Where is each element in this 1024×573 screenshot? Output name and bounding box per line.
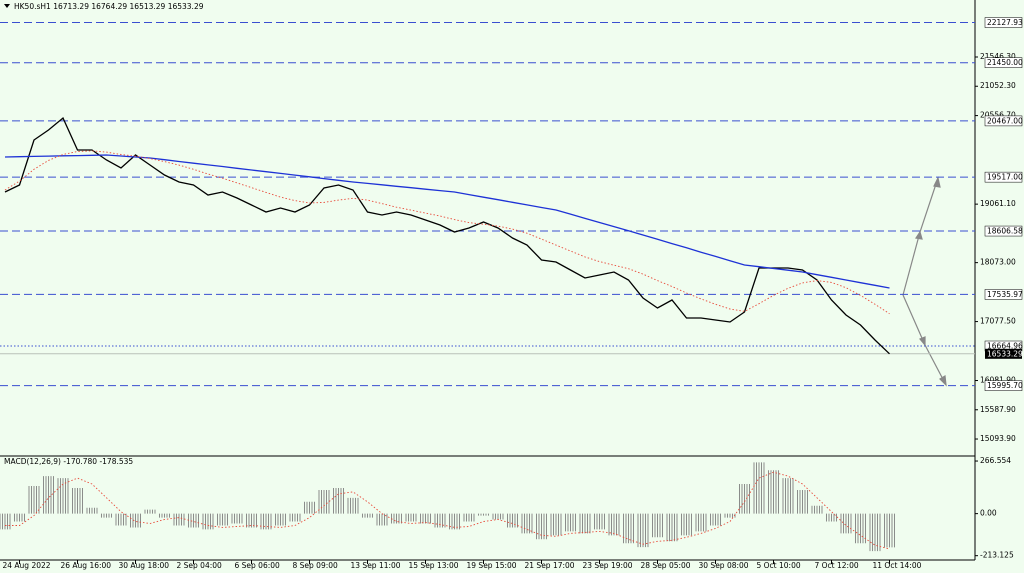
level-label-box <box>984 57 1023 68</box>
x-tick-label: 2 Sep 04:00 <box>177 561 223 570</box>
level-label-box <box>984 171 1023 183</box>
menu-triangle <box>4 4 10 8</box>
level-label: 16664.96 <box>987 342 1023 351</box>
level-label-box <box>984 17 1023 28</box>
x-tick-label: 23 Sep 19:00 <box>583 561 633 570</box>
level-label: 21450.00 <box>987 58 1023 67</box>
x-tick-label: 19 Sep 15:00 <box>467 561 517 570</box>
x-tick-label: 13 Sep 11:00 <box>351 561 401 570</box>
series-line <box>4 116 890 355</box>
x-tick-label: 28 Sep 05:00 <box>641 561 691 570</box>
x-tick-label: 30 Sep 08:00 <box>699 561 749 570</box>
projection-arrows <box>902 176 947 387</box>
x-tick-label: 5 Oct 10:00 <box>757 561 801 570</box>
y-tick-label: 15093.90 <box>980 434 1016 443</box>
level-label: 18606.58 <box>987 227 1023 236</box>
x-tick-label: 7 Oct 12:00 <box>815 561 859 570</box>
level-label: 19517.00 <box>987 173 1023 182</box>
level-label-box <box>984 115 1023 127</box>
series-line <box>4 150 890 315</box>
x-tick-label: 15 Sep 13:00 <box>409 561 459 570</box>
x-tick-label: 30 Aug 18:00 <box>119 561 170 570</box>
y-tick-label: 19061.10 <box>980 199 1016 208</box>
y-tick-label: 18073.00 <box>980 258 1016 267</box>
x-tick-label: 8 Sep 09:00 <box>293 561 339 570</box>
y-tick-label: 15587.90 <box>980 405 1016 414</box>
macd-title: MACD(12,26,9) -170.780 -178.535 <box>4 457 133 466</box>
y-tick-label: 16081.90 <box>980 376 1016 385</box>
level-label: 15995.70 <box>987 381 1023 390</box>
y-tick-label: 21052.30 <box>980 81 1016 90</box>
y-tick-label: 17077.50 <box>980 317 1016 326</box>
level-label-box <box>984 225 1023 237</box>
level-label-box <box>984 289 1023 300</box>
level-label: 17535.97 <box>987 290 1023 299</box>
chart-title: HK50.sH1 16713.29 16764.29 16513.29 1653… <box>14 2 204 11</box>
series-line <box>4 154 890 289</box>
level-label-box <box>984 380 1023 391</box>
x-tick-label: 11 Oct 14:00 <box>873 561 922 570</box>
last-price-box <box>985 348 1022 359</box>
last-price-label: 16533.29 <box>987 349 1023 358</box>
level-label: 22127.93 <box>987 18 1023 27</box>
x-tick-label: 21 Sep 17:00 <box>525 561 575 570</box>
level-label: 20467.00 <box>987 116 1023 125</box>
y-tick-label: -213.125 <box>980 551 1014 560</box>
y-tick-label: 266.554 <box>980 456 1011 465</box>
y-tick-label: 0.00 <box>980 509 997 518</box>
y-tick-label: 21546.30 <box>980 52 1016 61</box>
x-tick-label: 24 Aug 2022 <box>3 561 51 570</box>
x-tick-label: 26 Aug 16:00 <box>61 561 112 570</box>
x-tick-label: 6 Sep 06:00 <box>235 561 281 570</box>
y-tick-label: 20556.70 <box>980 111 1016 120</box>
series-line <box>5 471 890 550</box>
